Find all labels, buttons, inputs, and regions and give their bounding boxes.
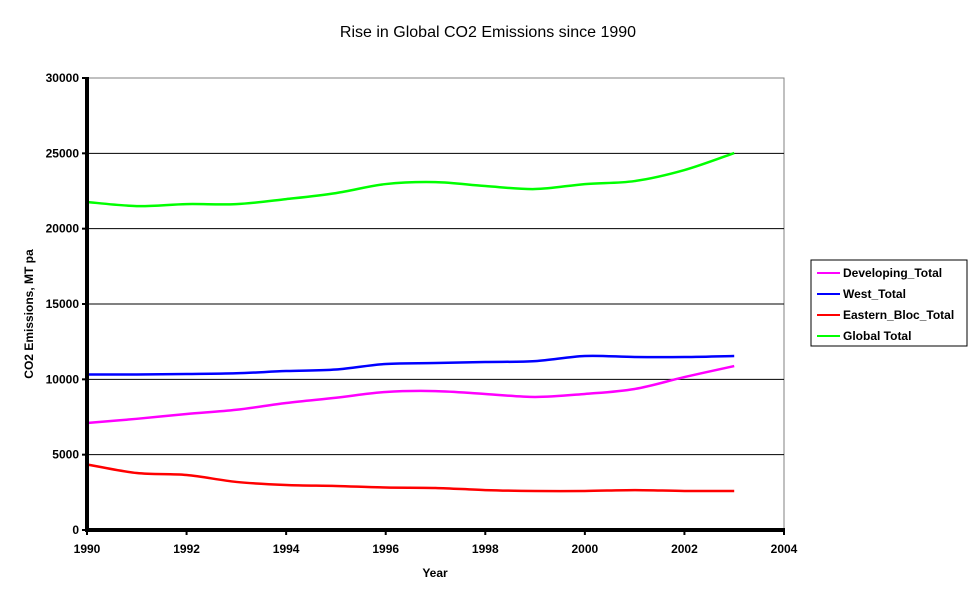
legend: Developing_Total West_Total Eastern_Bloc_T… bbox=[810, 259, 968, 347]
y-tick-label: 0 bbox=[72, 523, 79, 537]
legend-box bbox=[810, 259, 968, 347]
x-tick-label: 1992 bbox=[173, 542, 200, 556]
x-axis-label: Year bbox=[422, 566, 448, 580]
legend-label-eastern-bloc-total: Eastern_Bloc_Total bbox=[843, 308, 954, 322]
y-tick-label: 30000 bbox=[46, 71, 80, 85]
y-tick-label: 5000 bbox=[52, 448, 79, 462]
y-ticks: 0 5000 10000 15000 20000 25000 30000 bbox=[46, 71, 87, 537]
series-lines bbox=[86, 151, 735, 493]
legend-label-west-total: West_Total bbox=[843, 287, 906, 301]
gridlines bbox=[87, 152, 784, 456]
y-tick-label: 15000 bbox=[46, 297, 80, 311]
x-tick-label: 2000 bbox=[572, 542, 599, 556]
x-tick-label: 1998 bbox=[472, 542, 499, 556]
series-line-west-total bbox=[86, 354, 735, 376]
y-tick-label: 10000 bbox=[46, 372, 80, 386]
x-tick-label: 1994 bbox=[273, 542, 300, 556]
y-tick-label: 20000 bbox=[46, 222, 80, 236]
x-ticks: 1990 1992 1994 1996 1998 2000 2002 2004 bbox=[74, 530, 798, 556]
x-tick-label: 2002 bbox=[671, 542, 698, 556]
series-line-eastern-bloc-total bbox=[86, 463, 735, 493]
x-tick-label: 1996 bbox=[372, 542, 399, 556]
x-tick-label: 2004 bbox=[771, 542, 798, 556]
x-tick-label: 1990 bbox=[74, 542, 101, 556]
series-line-global-total bbox=[86, 151, 735, 208]
legend-label-global-total: Global Total bbox=[843, 329, 911, 343]
y-axis-label: CO2 Emissions, MT pa bbox=[22, 249, 36, 379]
chart-title: Rise in Global CO2 Emissions since 1990 bbox=[340, 24, 636, 41]
series-line-developing-total bbox=[86, 364, 735, 425]
legend-label-developing-total: Developing_Total bbox=[843, 266, 942, 280]
y-tick-label: 25000 bbox=[46, 146, 80, 160]
